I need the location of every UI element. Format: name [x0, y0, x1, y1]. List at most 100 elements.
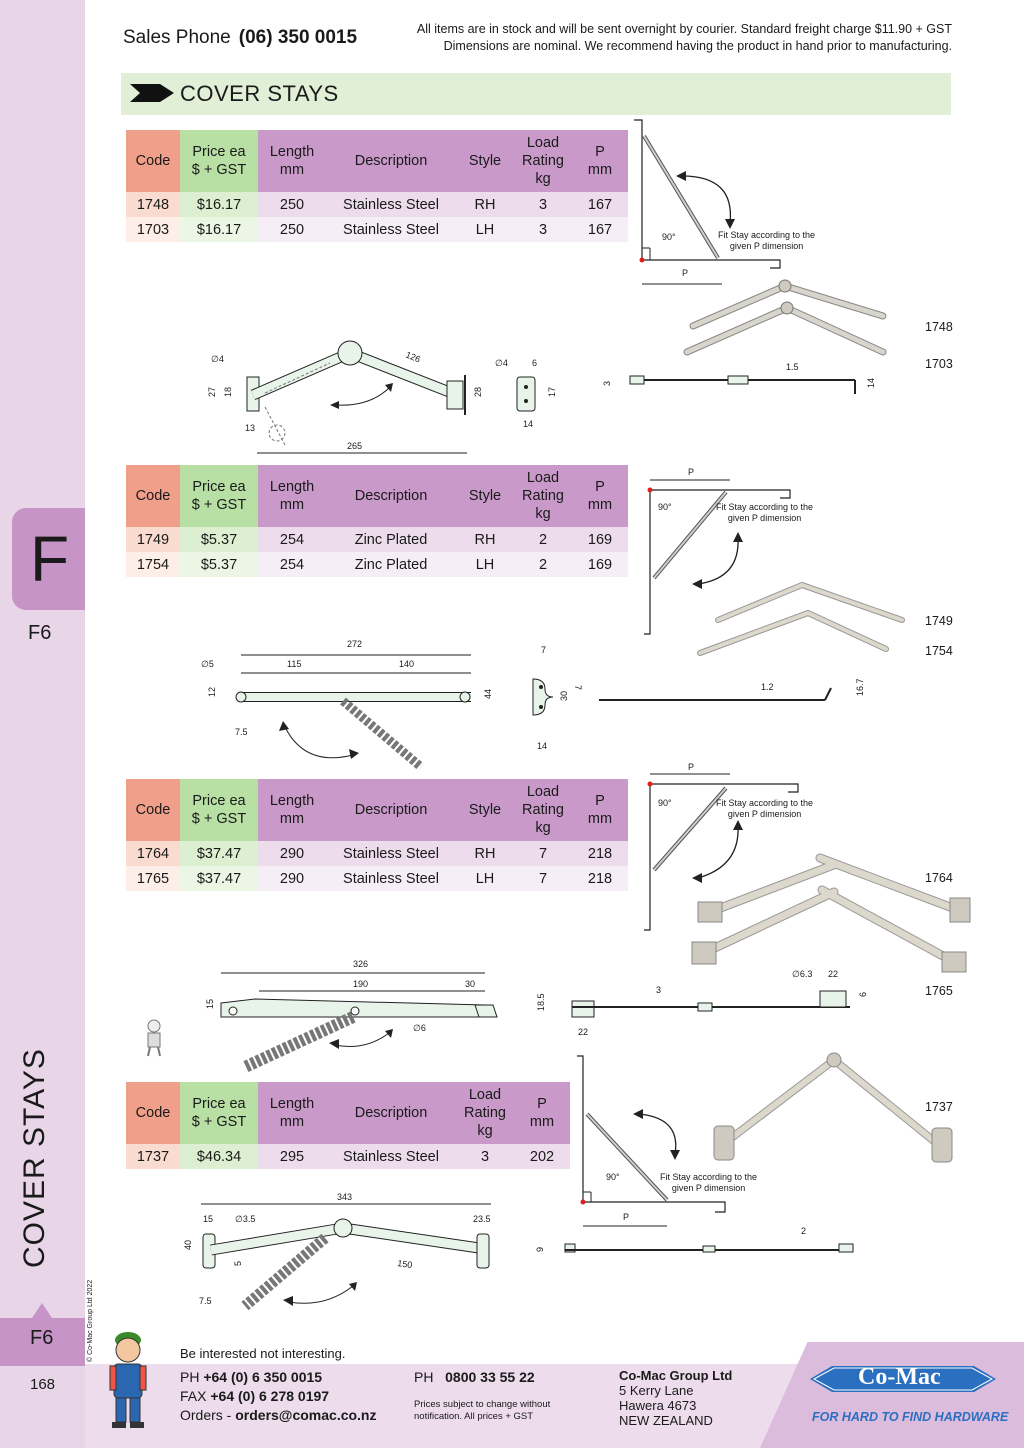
- section-tab-letter: F: [30, 523, 70, 595]
- cell-load: 7: [514, 841, 572, 866]
- svg-text:27: 27: [207, 387, 217, 397]
- product-photo-1737: [713, 1052, 953, 1163]
- header-code: Code: [126, 465, 180, 527]
- company-address: Co-Mac Group Ltd 5 Kerry Lane Hawera 467…: [619, 1368, 732, 1428]
- svg-text:343: 343: [337, 1192, 352, 1202]
- cell-length: 250: [258, 192, 326, 217]
- left-sidebar: [0, 0, 85, 1448]
- table-row: 1749 $5.37 254 Zinc Plated RH 2 169: [126, 527, 628, 552]
- product-table-1: Code Price ea $ + GST Length mm Descriptio…: [126, 130, 628, 242]
- header-load: Load Rating kg: [456, 1082, 514, 1144]
- company-name: Co-Mac Group Ltd: [619, 1368, 733, 1383]
- header-description: Description: [326, 130, 456, 192]
- cell-code: 1764: [126, 841, 180, 866]
- svg-text:∅4: ∅4: [495, 358, 508, 368]
- comac-logo-icon[interactable]: [810, 1354, 996, 1404]
- svg-text:115: 115: [287, 659, 301, 669]
- install-diagram-1: P: [634, 119, 781, 285]
- header-description: Description: [326, 779, 456, 841]
- cell-style: RH: [456, 192, 514, 217]
- svg-text:30: 30: [559, 691, 569, 701]
- svg-text:30: 30: [465, 979, 475, 989]
- mascot-small-icon: [147, 1019, 161, 1057]
- section-arrow-icon: [130, 84, 174, 102]
- header-load: Load Rating kg: [514, 779, 572, 841]
- svg-text:265: 265: [347, 441, 362, 451]
- cell-price: $37.47: [180, 866, 258, 891]
- svg-text:15: 15: [205, 999, 215, 1009]
- cell-load: 3: [514, 192, 572, 217]
- svg-text:17: 17: [547, 387, 557, 397]
- cell-price: $37.47: [180, 841, 258, 866]
- cell-description: Stainless Steel: [326, 192, 456, 217]
- header-code: Code: [126, 130, 180, 192]
- cell-description: Stainless Steel: [326, 866, 456, 891]
- phone-line[interactable]: PH +64 (0) 6 350 0015: [180, 1369, 323, 1385]
- angle-label: 90°: [658, 798, 672, 808]
- section-title: COVER STAYS: [180, 81, 339, 106]
- side-view-1749: 1.2 16.7: [599, 678, 865, 701]
- svg-text:14: 14: [537, 741, 547, 751]
- section-tab[interactable]: [12, 508, 85, 610]
- svg-text:7: 7: [573, 685, 583, 690]
- svg-text:22: 22: [578, 1027, 588, 1037]
- photo-label: 1703: [925, 357, 953, 371]
- cell-style: RH: [456, 841, 514, 866]
- svg-text:44: 44: [483, 689, 493, 699]
- sales-number[interactable]: (06) 350 0015: [238, 27, 358, 48]
- header-style: Style: [456, 465, 514, 527]
- freephone-line[interactable]: PH 0800 33 55 22: [414, 1369, 535, 1385]
- svg-text:P: P: [623, 1212, 629, 1222]
- svg-text:40: 40: [183, 1240, 193, 1250]
- svg-text:7: 7: [541, 645, 546, 655]
- cell-length: 254: [258, 527, 326, 552]
- cell-load: 3: [514, 217, 572, 242]
- cell-style: RH: [456, 527, 514, 552]
- svg-text:P: P: [688, 762, 694, 772]
- cell-description: Stainless Steel: [326, 1144, 456, 1169]
- cell-description: Stainless Steel: [326, 217, 456, 242]
- angle-label: 90°: [658, 502, 672, 512]
- header-length: Length mm: [258, 130, 326, 192]
- svg-text:∅4: ∅4: [211, 354, 224, 364]
- angle-label: 90°: [606, 1172, 620, 1182]
- svg-text:P: P: [688, 467, 694, 477]
- cell-price: $5.37: [180, 552, 258, 577]
- cell-description: Zinc Plated: [326, 552, 456, 577]
- cell-p: 167: [572, 217, 628, 242]
- svg-text:∅5: ∅5: [201, 659, 214, 669]
- table-row: 1703 $16.17 250 Stainless Steel LH 3 167: [126, 217, 628, 242]
- table-row: 1748 $16.17 250 Stainless Steel RH 3 167: [126, 192, 628, 217]
- svg-text:3: 3: [656, 985, 661, 995]
- cell-p: 167: [572, 192, 628, 217]
- copyright: © Co-Mac Group Ltd 2022: [87, 1279, 94, 1362]
- cell-code: 1748: [126, 192, 180, 217]
- svg-text:7.5: 7.5: [235, 727, 248, 737]
- svg-text:15: 15: [203, 1214, 213, 1224]
- cell-code: 1749: [126, 527, 180, 552]
- header-price: Price ea $ + GST: [180, 1082, 258, 1144]
- svg-text:18: 18: [223, 387, 233, 397]
- photo-label: 1765: [925, 984, 953, 998]
- product-photo-1749-1754: [697, 582, 905, 656]
- bottom-tab-notch: [32, 1303, 52, 1318]
- bottom-tab: [0, 1318, 85, 1366]
- svg-text:272: 272: [347, 639, 362, 649]
- product-table-3: Code Price ea $ + GST Length mm Descriptio…: [126, 779, 628, 891]
- cell-p: 218: [572, 841, 628, 866]
- footer-wedge: [760, 1342, 1024, 1448]
- cell-code: 1737: [126, 1144, 180, 1169]
- svg-text:150: 150: [397, 1258, 413, 1270]
- header-price: Price ea $ + GST: [180, 465, 258, 527]
- mascot-icon: [109, 1332, 147, 1428]
- cell-price: $16.17: [180, 217, 258, 242]
- header-style: Style: [456, 130, 514, 192]
- header-style: Style: [456, 779, 514, 841]
- cell-code: 1765: [126, 866, 180, 891]
- bottom-code: F6: [30, 1327, 54, 1349]
- svg-text:126: 126: [404, 350, 422, 365]
- cell-length: 250: [258, 217, 326, 242]
- cell-load: 7: [514, 866, 572, 891]
- orders-line[interactable]: Orders - orders@comac.co.nz: [180, 1407, 377, 1423]
